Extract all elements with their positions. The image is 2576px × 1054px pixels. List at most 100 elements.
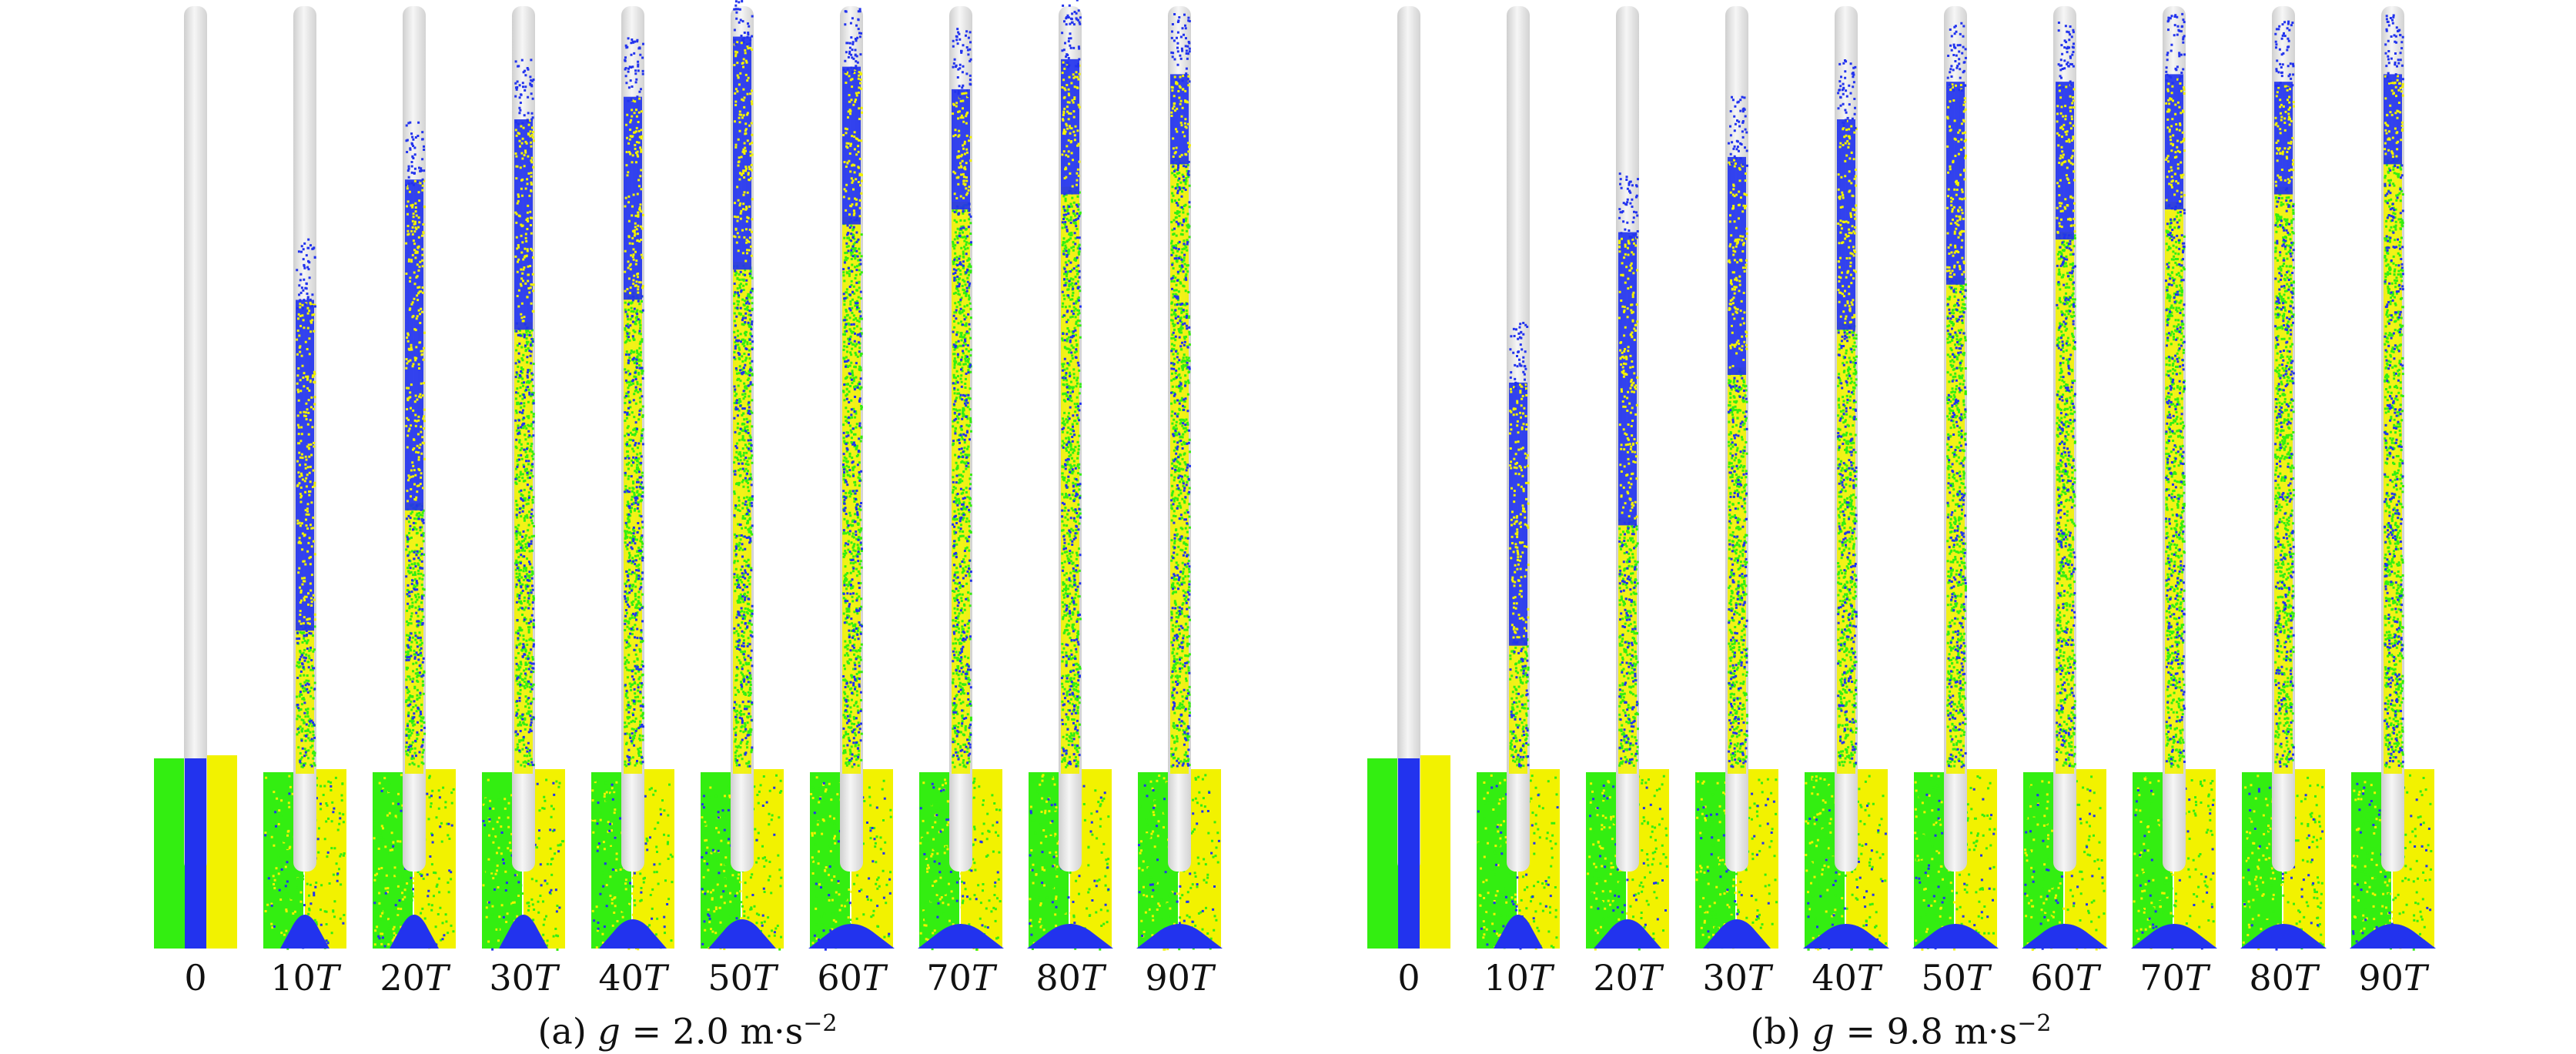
frame-a-80 <box>1027 0 1113 951</box>
frame-b-60 <box>2022 6 2108 951</box>
crater <box>708 919 776 949</box>
particle-column <box>1398 758 1420 949</box>
crater <box>390 915 439 949</box>
caption-prefix: (a) <box>537 1010 598 1052</box>
panel-caption-a: (a) g = 2.0 m·s−2 <box>380 1001 995 1054</box>
caption-rest: = 2.0 m·s <box>620 1010 804 1052</box>
time-label: 50T <box>681 955 804 1001</box>
time-unit: T <box>1528 957 1553 999</box>
particle-column <box>952 28 972 774</box>
frame-b-50 <box>1912 6 1999 951</box>
crater <box>1912 924 1999 949</box>
particle-column <box>1618 172 1639 774</box>
tube <box>1397 6 1420 872</box>
time-number: 50 <box>1921 957 1966 999</box>
time-number: 80 <box>1035 957 1081 999</box>
time-label: 10T <box>1457 955 1580 1001</box>
time-number: 50 <box>708 957 753 999</box>
time-label: 0 <box>1347 955 1470 1001</box>
frame-a-70 <box>918 6 1004 951</box>
time-label: 0 <box>134 955 257 1001</box>
time-number: 70 <box>926 957 972 999</box>
frame-a-30 <box>482 6 565 951</box>
crater <box>1494 915 1543 949</box>
time-unit: T <box>2075 957 2099 999</box>
frame-b-10 <box>1477 6 1560 950</box>
frame-a-50 <box>701 0 784 951</box>
frame-b-80 <box>2240 6 2327 951</box>
time-label: 20T <box>1566 955 1689 1001</box>
particle-column <box>842 8 863 774</box>
panel-a <box>154 0 1223 951</box>
time-unit: T <box>2403 957 2427 999</box>
time-label: 30T <box>1675 955 1798 1001</box>
time-number: 30 <box>489 957 534 999</box>
time-number: 60 <box>2030 957 2076 999</box>
time-number: 10 <box>270 957 316 999</box>
time-unit: T <box>1965 957 1990 999</box>
caption-prefix: (b) <box>1750 1010 1812 1052</box>
time-number: 20 <box>380 957 425 999</box>
time-unit: T <box>1747 957 1771 999</box>
time-unit: T <box>971 957 995 999</box>
time-label: 80T <box>2222 955 2345 1001</box>
crater <box>808 924 895 949</box>
time-unit: T <box>752 957 777 999</box>
crater <box>1136 924 1223 949</box>
time-number: 30 <box>1702 957 1748 999</box>
crater <box>2131 924 2217 949</box>
crater <box>1594 919 1661 949</box>
caption-var: g <box>597 1010 621 1052</box>
time-number: 90 <box>1145 957 1190 999</box>
crater <box>2240 924 2327 949</box>
particle-column <box>2274 20 2295 775</box>
particle-column <box>2056 22 2076 775</box>
time-number: 0 <box>184 957 207 999</box>
time-unit: T <box>1856 957 1881 999</box>
time-number: 0 <box>1397 957 1420 999</box>
frame-a-60 <box>808 6 895 951</box>
crater <box>918 924 1004 949</box>
particle-column <box>624 37 644 774</box>
time-number: 70 <box>2139 957 2185 999</box>
particle-column <box>2165 12 2186 774</box>
time-label: 20T <box>353 955 476 1001</box>
time-number: 40 <box>1812 957 1857 999</box>
crater <box>280 915 330 949</box>
time-label: 30T <box>462 955 585 1001</box>
time-unit: T <box>643 957 667 999</box>
particle-column <box>733 0 754 774</box>
frame-a-20 <box>373 6 456 949</box>
crater <box>2350 924 2436 949</box>
caption-rest: = 9.8 m·s <box>1834 1010 2018 1052</box>
time-label: 50T <box>1894 955 2017 1001</box>
frame-a-0 <box>154 6 237 949</box>
panel-b <box>1367 6 2436 951</box>
particle-column <box>1728 95 1748 775</box>
time-unit: T <box>861 957 886 999</box>
particle-column <box>1061 0 1082 775</box>
particle-column <box>185 758 206 949</box>
frame-a-10 <box>263 6 346 950</box>
frame-b-30 <box>1695 6 1778 949</box>
frame-a-90 <box>1136 6 1223 951</box>
caption-exponent: −2 <box>2017 1010 2052 1037</box>
crater <box>1703 919 1771 949</box>
panel-caption-b: (b) g = 9.8 m·s−2 <box>1593 1001 2209 1054</box>
particle-column <box>514 59 535 775</box>
frame-b-70 <box>2131 6 2217 950</box>
time-unit: T <box>315 957 340 999</box>
frame-b-40 <box>1803 6 1889 951</box>
caption-var: g <box>1812 1010 1835 1052</box>
particle-column <box>1837 59 1858 775</box>
crater <box>2022 924 2108 949</box>
time-number: 90 <box>2358 957 2404 999</box>
crater <box>1803 924 1889 949</box>
crater <box>499 915 548 949</box>
frame-b-20 <box>1586 6 1669 951</box>
tube <box>184 6 207 872</box>
frame-b-0 <box>1367 6 1450 949</box>
time-label: 90T <box>2331 955 2454 1001</box>
time-unit: T <box>534 957 558 999</box>
